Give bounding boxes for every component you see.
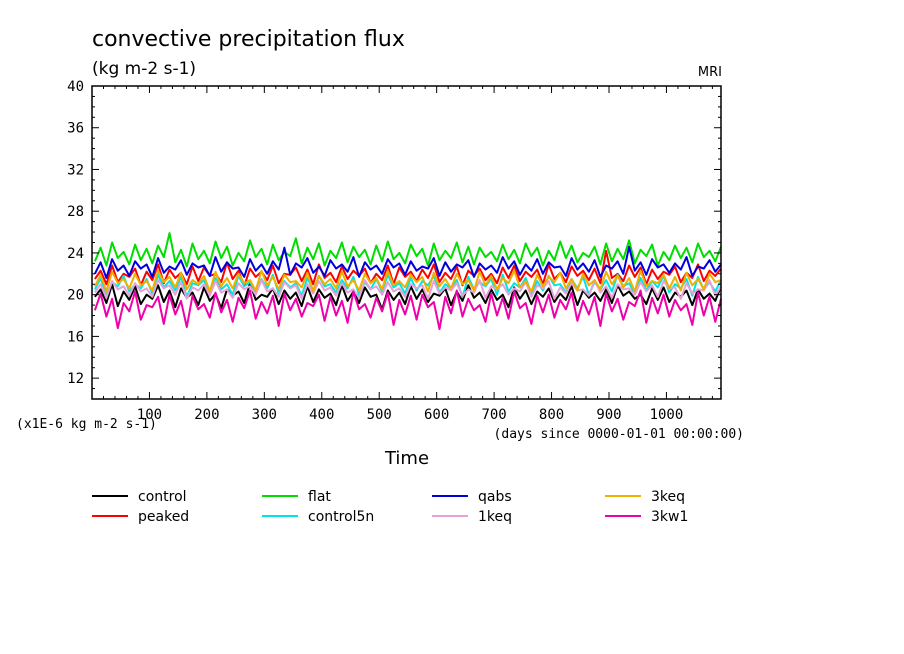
legend-label-1keq: 1keq	[478, 509, 512, 525]
chart-title: convective precipitation flux	[92, 27, 405, 52]
y-tick-label: 32	[67, 162, 84, 178]
chart-subtitle: (kg m-2 s-1)	[92, 59, 196, 79]
x-tick-label: 200	[194, 407, 219, 423]
series-line-3kw1	[93, 289, 722, 331]
y-tick-label: 16	[67, 329, 84, 345]
legend-label-3kw1: 3kw1	[651, 509, 688, 525]
x-tick-label: 700	[481, 407, 506, 423]
y-tick-label: 24	[67, 246, 84, 262]
axis-ticks	[92, 85, 721, 400]
series-line-flat	[93, 232, 722, 268]
series-line-1keq	[94, 279, 722, 300]
x-tick-label: 500	[367, 407, 392, 423]
y-tick-label: 40	[67, 79, 84, 95]
y-tick-label: 20	[67, 288, 84, 304]
legend-label-flat: flat	[308, 489, 331, 505]
legend: control peaked flat control5n qabs 1keq 3keq 3k…	[92, 489, 688, 525]
y-tick-label: 36	[67, 121, 84, 137]
y-tick-label: 12	[67, 371, 84, 387]
x-tick-labels: 100 200 300 400 500 600 700 800 900 1000	[137, 407, 683, 423]
legend-label-3keq: 3keq	[651, 489, 685, 505]
legend-label-control5n: control5n	[308, 509, 374, 525]
source-label: MRI	[698, 65, 722, 80]
x-tick-label: 800	[539, 407, 564, 423]
x-tick-label: 100	[137, 407, 162, 423]
x-tick-label: 300	[252, 407, 277, 423]
plot-frame	[91, 85, 722, 400]
series-line-qabs	[94, 245, 722, 279]
x-tick-label: 400	[309, 407, 334, 423]
scale-note: (x1E-6 kg m-2 s-1)	[16, 417, 157, 432]
legend-label-control: control	[138, 489, 187, 505]
x-tick-label: 600	[424, 407, 449, 423]
x-axis-label: Time	[384, 448, 429, 469]
legend-label-peaked: peaked	[138, 509, 189, 525]
series-line-3keq	[94, 269, 722, 293]
plot-series	[93, 232, 722, 331]
y-tick-labels: 12 16 20 24 28 32 36 40	[67, 79, 84, 387]
legend-label-qabs: qabs	[478, 489, 512, 505]
x-units-note: (days since 0000-01-01 00:00:00)	[494, 427, 744, 442]
x-tick-label: 900	[596, 407, 621, 423]
y-tick-label: 28	[67, 204, 84, 220]
x-tick-label: 1000	[650, 407, 684, 423]
